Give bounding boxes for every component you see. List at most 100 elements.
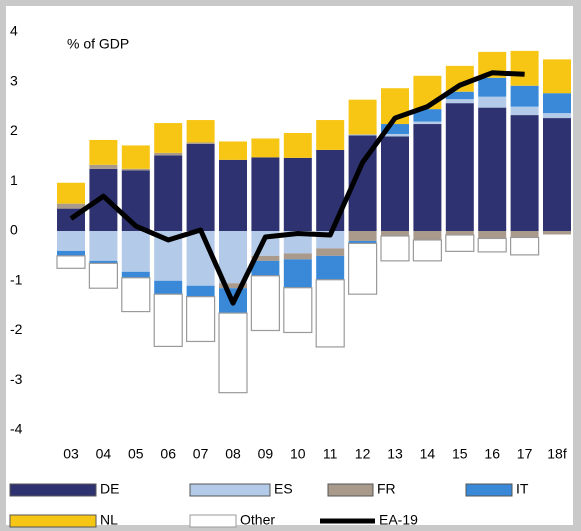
bar <box>283 157 312 231</box>
bar <box>219 283 247 289</box>
legend-label: IT <box>516 481 529 497</box>
bar <box>251 260 280 276</box>
legend-swatch <box>189 514 237 528</box>
bar <box>478 96 507 108</box>
bar <box>57 182 85 204</box>
x-tick-label: 04 <box>96 446 112 462</box>
bar <box>154 280 183 295</box>
legend-swatch <box>9 483 97 497</box>
bar <box>510 85 539 107</box>
bar <box>121 271 150 278</box>
bar <box>412 239 442 262</box>
bar <box>219 231 247 284</box>
bar <box>543 113 571 119</box>
bar <box>543 59 571 94</box>
bar <box>510 115 539 231</box>
bar <box>186 120 215 143</box>
bar <box>316 248 345 256</box>
bar <box>283 132 312 158</box>
x-tick-label: 10 <box>290 446 306 462</box>
legend-label: DE <box>100 481 119 497</box>
bar <box>89 164 118 169</box>
legend-swatch <box>189 483 271 497</box>
bar <box>57 250 85 256</box>
bar <box>56 255 86 269</box>
bar <box>283 259 312 288</box>
y-tick-label: 3 <box>10 72 18 88</box>
x-tick-label: 08 <box>225 446 241 462</box>
x-tick-label: 07 <box>193 446 209 462</box>
bar <box>543 118 571 231</box>
bar <box>121 170 150 231</box>
bar <box>251 138 280 158</box>
bar <box>121 168 150 171</box>
bar <box>186 142 215 144</box>
x-tick-label: 12 <box>355 446 371 462</box>
y-tick-label: 2 <box>10 122 18 138</box>
bar <box>121 277 151 313</box>
bar <box>543 93 571 114</box>
bar <box>186 143 215 231</box>
bar <box>57 231 85 251</box>
bar <box>445 231 474 235</box>
bar <box>154 155 183 231</box>
bar <box>348 240 377 244</box>
x-tick-label: 03 <box>63 446 79 462</box>
y-tick-label: 4 <box>10 23 18 39</box>
x-tick-label: 16 <box>484 446 500 462</box>
legend-swatch <box>327 483 374 497</box>
line <box>69 70 525 306</box>
bar <box>381 124 409 134</box>
x-tick-label: 13 <box>387 446 403 462</box>
bar <box>153 293 183 348</box>
bar <box>445 234 475 252</box>
x-tick-label: 11 <box>323 446 338 462</box>
bar <box>89 260 118 264</box>
legend-swatch <box>465 483 513 497</box>
y-tick-label: -3 <box>10 371 23 387</box>
bar <box>251 255 280 261</box>
x-tick-label: 15 <box>452 446 468 462</box>
bar <box>121 231 150 272</box>
bar <box>316 120 345 150</box>
bar <box>477 237 507 253</box>
bar <box>88 262 119 289</box>
bar <box>348 99 377 135</box>
bar <box>381 133 409 137</box>
x-tick-label: 18f <box>547 446 567 462</box>
bar <box>478 107 507 231</box>
legend-label: Other <box>240 512 275 528</box>
bar <box>413 121 442 125</box>
bar <box>381 231 409 236</box>
y-tick-label: 0 <box>10 222 18 238</box>
bar <box>413 109 442 122</box>
bar <box>186 296 216 343</box>
bar <box>510 236 540 256</box>
bar <box>510 50 539 86</box>
y-tick-label: -2 <box>10 321 23 337</box>
bar <box>445 103 474 231</box>
y-axis-label: % of GDP <box>67 36 129 52</box>
y-tick-label: -4 <box>10 421 23 437</box>
bar <box>381 136 409 231</box>
bar <box>89 139 118 165</box>
bar <box>510 231 539 238</box>
bar <box>219 141 247 160</box>
bar <box>380 235 410 262</box>
bar <box>348 242 378 295</box>
bar <box>543 231 571 235</box>
bar <box>413 75 442 110</box>
bar <box>510 106 539 116</box>
y-tick-label: 1 <box>10 172 18 188</box>
bar <box>186 285 215 297</box>
bar <box>250 275 280 332</box>
bar <box>348 134 377 136</box>
bar <box>315 279 345 348</box>
bar <box>89 231 118 261</box>
bar <box>219 159 247 231</box>
bar <box>121 145 150 169</box>
legend-label: NL <box>100 512 118 528</box>
y-tick-label: -1 <box>10 271 23 287</box>
bar <box>154 123 183 153</box>
